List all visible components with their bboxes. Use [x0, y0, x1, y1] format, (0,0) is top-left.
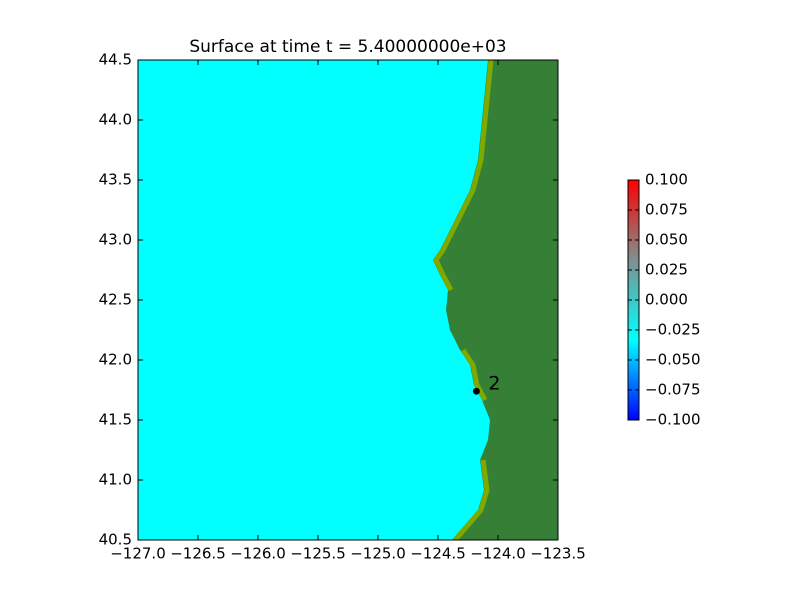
gauge-point: [472, 387, 480, 395]
land-layer: [433, 60, 558, 540]
colorbar-tick-label: 0.100: [645, 171, 688, 189]
x-tick-label: −123.5: [530, 545, 586, 563]
y-tick-label: 43.0: [99, 231, 132, 249]
x-tick-label: −127.0: [110, 545, 166, 563]
gauge-label: 2: [488, 373, 500, 395]
x-tick-label: −125.0: [350, 545, 406, 563]
y-tick-label: 42.5: [99, 291, 132, 309]
x-tick-label: −124.0: [470, 545, 526, 563]
x-tick-label: −126.5: [170, 545, 226, 563]
colorbar-tick-label: 0.025: [645, 261, 688, 279]
y-tick-label: 43.5: [99, 171, 132, 189]
chart-title: Surface at time t = 5.40000000e+03: [189, 37, 506, 57]
colorbar-tick-label: 0.050: [645, 231, 688, 249]
colorbar-tick-label: −0.025: [645, 321, 701, 339]
y-tick-label: 42.0: [99, 351, 132, 369]
y-tick-label: 40.5: [99, 531, 132, 549]
x-tick-label: −124.5: [410, 545, 466, 563]
y-tick-label: 41.0: [99, 471, 132, 489]
colorbar-tick-label: −0.050: [645, 351, 701, 369]
x-tick-label: −125.5: [290, 545, 346, 563]
colorbar-tick-label: 0.000: [645, 291, 688, 309]
land: [433, 60, 558, 540]
colorbar-tick-label: −0.075: [645, 381, 701, 399]
shoreline: [433, 60, 494, 292]
colorbar-tick-label: −0.100: [645, 411, 701, 429]
y-tick-label: 41.5: [99, 411, 132, 429]
x-tick-label: −126.0: [230, 545, 286, 563]
y-tick-label: 44.5: [99, 51, 132, 69]
shoreline: [453, 348, 490, 540]
colorbar-tick-label: 0.075: [645, 201, 688, 219]
y-tick-label: 44.0: [99, 111, 132, 129]
